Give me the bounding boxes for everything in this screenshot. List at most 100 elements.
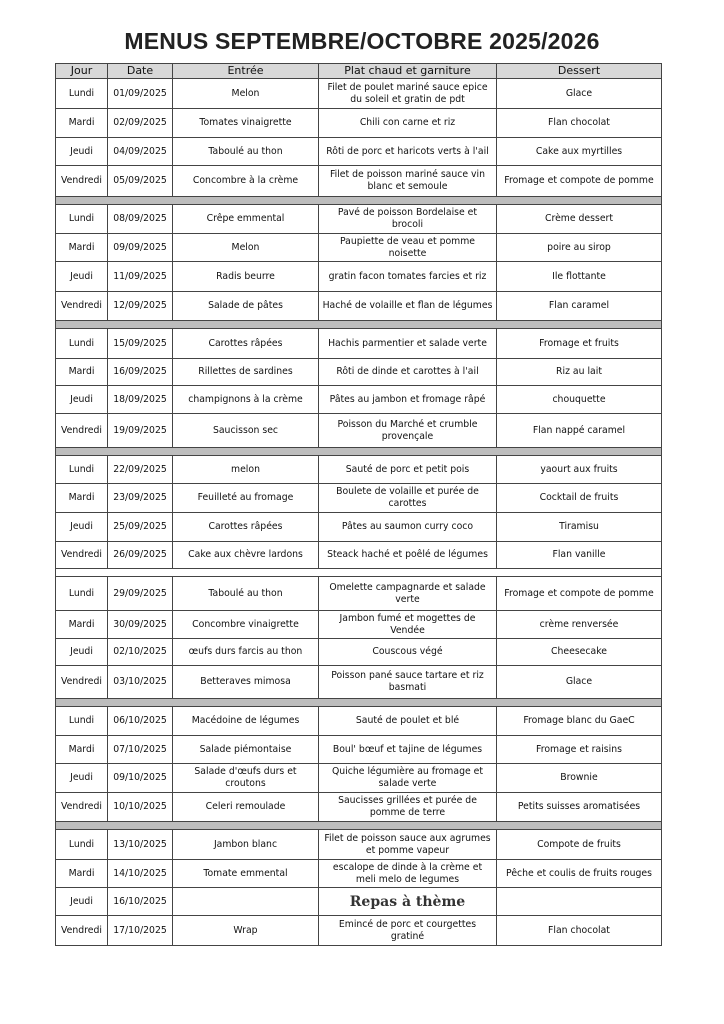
table-row: Vendredi 17/10/2025 Wrap Emincé de porc et … <box>55 915 662 946</box>
cell-jour: Jeudi <box>55 385 108 414</box>
cell-jour: Mardi <box>55 358 108 386</box>
cell-entree: Tomates vinaigrette <box>172 108 319 138</box>
table-row: Jeudi 04/09/2025 Taboulé au thon Rôti de po… <box>55 137 662 166</box>
cell-entree: Wrap <box>172 915 319 946</box>
cell-jour: Jeudi <box>55 261 108 292</box>
table-row: Vendredi 03/10/2025 Betteraves mimosa Poiss… <box>55 665 662 699</box>
cell-dessert: Crème dessert <box>496 204 662 234</box>
table-row: Vendredi 10/10/2025 Celeri remoulade Saucis… <box>55 792 662 822</box>
cell-plat: Paupiette de veau et pomme noisette <box>318 233 497 262</box>
cell-entree: Melon <box>172 78 319 109</box>
cell-date: 22/09/2025 <box>107 455 173 484</box>
cell-jour: Mardi <box>55 483 108 513</box>
menu-table: Jour Date Entrée Plat chaud et garniture… <box>55 63 662 946</box>
cell-dessert: Ile flottante <box>496 261 662 292</box>
week-separator <box>55 568 662 577</box>
cell-date: 02/09/2025 <box>107 108 173 138</box>
cell-dessert: Flan vanille <box>496 541 662 569</box>
cell-jour: Lundi <box>55 706 108 736</box>
cell-date: 17/10/2025 <box>107 915 173 946</box>
cell-plat: Filet de poisson mariné sauce vin blanc … <box>318 165 497 197</box>
cell-date: 10/10/2025 <box>107 792 173 822</box>
table-row: Lundi 01/09/2025 Melon Filet de poulet mari… <box>55 78 662 109</box>
cell-date: 16/09/2025 <box>107 358 173 386</box>
cell-dessert: Brownie <box>496 763 662 793</box>
week-separator-bar <box>55 196 662 205</box>
week-separator <box>55 698 662 707</box>
cell-entree: Jambon blanc <box>172 829 319 860</box>
table-row: Vendredi 12/09/2025 Salade de pâtes Haché d… <box>55 291 662 321</box>
cell-plat: Boulete de volaille et purée de carottes <box>318 483 497 513</box>
cell-date: 23/09/2025 <box>107 483 173 513</box>
cell-entree: œufs durs farcis au thon <box>172 638 319 666</box>
table-row: Lundi 22/09/2025 melon Sauté de porc et pet… <box>55 455 662 484</box>
cell-entree: Radis beurre <box>172 261 319 292</box>
cell-plat: Poisson du Marché et crumble provençale <box>318 413 497 448</box>
table-row: Vendredi 05/09/2025 Concombre à la crème Fi… <box>55 165 662 197</box>
cell-jour: Vendredi <box>55 165 108 197</box>
cell-plat: Jambon fumé et mogettes de Vendée <box>318 610 497 639</box>
cell-entree: Melon <box>172 233 319 262</box>
cell-date: 09/09/2025 <box>107 233 173 262</box>
cell-entree: melon <box>172 455 319 484</box>
table-row: Lundi 15/09/2025 Carottes râpées Hachis par… <box>55 328 662 359</box>
table-row: Jeudi 25/09/2025 Carottes râpées Pâtes au s… <box>55 512 662 542</box>
table-row: Mardi 16/09/2025 Rillettes de sardines Rôti… <box>55 358 662 386</box>
cell-entree: Carottes râpées <box>172 328 319 359</box>
cell-plat: Chili con carne et riz <box>318 108 497 138</box>
cell-jour: Vendredi <box>55 413 108 448</box>
cell-date: 07/10/2025 <box>107 735 173 764</box>
table-row: Jeudi 02/10/2025 œufs durs farcis au thon C… <box>55 638 662 666</box>
cell-plat: Omelette campagnarde et salade verte <box>318 576 497 611</box>
cell-plat: Pâtes au saumon curry coco <box>318 512 497 542</box>
cell-plat: Steack haché et poêlé de légumes <box>318 541 497 569</box>
cell-entree: Saucisson sec <box>172 413 319 448</box>
cell-entree: Feuilleté au fromage <box>172 483 319 513</box>
cell-jour: Vendredi <box>55 541 108 569</box>
cell-jour: Lundi <box>55 829 108 860</box>
cell-entree: Salade d'œufs durs et croutons <box>172 763 319 793</box>
table-row: Jeudi 18/09/2025 champignons à la crème Pât… <box>55 385 662 414</box>
cell-dessert: yaourt aux fruits <box>496 455 662 484</box>
cell-dessert: Cheesecake <box>496 638 662 666</box>
cell-jour: Vendredi <box>55 792 108 822</box>
cell-date: 13/10/2025 <box>107 829 173 860</box>
table-row: Vendredi 26/09/2025 Cake aux chèvre lardon… <box>55 541 662 569</box>
cell-plat: Pâtes au jambon et fromage râpé <box>318 385 497 414</box>
header-dessert: Dessert <box>496 63 662 79</box>
week-separator <box>55 196 662 205</box>
cell-dessert: Glace <box>496 78 662 109</box>
table-row: Lundi 13/10/2025 Jambon blanc Filet de pois… <box>55 829 662 860</box>
header-plat: Plat chaud et garniture <box>318 63 497 79</box>
cell-entree: Taboulé au thon <box>172 137 319 166</box>
header-row: Jour Date Entrée Plat chaud et garniture… <box>55 63 662 79</box>
cell-entree: Taboulé au thon <box>172 576 319 611</box>
table-row: Jeudi 09/10/2025 Salade d'œufs durs et cro… <box>55 763 662 793</box>
week-separator-bar <box>55 568 662 577</box>
cell-plat: Repas à thème <box>318 887 497 916</box>
cell-dessert: Pêche et coulis de fruits rouges <box>496 859 662 888</box>
cell-jour: Mardi <box>55 735 108 764</box>
cell-plat: Filet de poisson sauce aux agrumes et po… <box>318 829 497 860</box>
table-row: Mardi 07/10/2025 Salade piémontaise Boul' b… <box>55 735 662 764</box>
cell-jour: Lundi <box>55 576 108 611</box>
week-separator <box>55 821 662 830</box>
table-row: Lundi 06/10/2025 Macédoine de légumes Sauté… <box>55 706 662 736</box>
cell-jour: Lundi <box>55 204 108 234</box>
cell-plat: Filet de poulet mariné sauce epice du so… <box>318 78 497 109</box>
cell-date: 30/09/2025 <box>107 610 173 639</box>
cell-date: 19/09/2025 <box>107 413 173 448</box>
cell-dessert: Flan caramel <box>496 291 662 321</box>
cell-jour: Jeudi <box>55 763 108 793</box>
cell-plat: gratin facon tomates farcies et riz <box>318 261 497 292</box>
cell-plat: Sauté de porc et petit pois <box>318 455 497 484</box>
cell-jour: Jeudi <box>55 137 108 166</box>
cell-jour: Lundi <box>55 78 108 109</box>
cell-plat: Poisson pané sauce tartare et riz basmat… <box>318 665 497 699</box>
cell-plat: Rôti de dinde et carottes à l'ail <box>318 358 497 386</box>
table-row: Mardi 23/09/2025 Feuilleté au fromage Boule… <box>55 483 662 513</box>
cell-jour: Vendredi <box>55 665 108 699</box>
week-separator-bar <box>55 698 662 707</box>
cell-date: 06/10/2025 <box>107 706 173 736</box>
week-separator <box>55 320 662 329</box>
